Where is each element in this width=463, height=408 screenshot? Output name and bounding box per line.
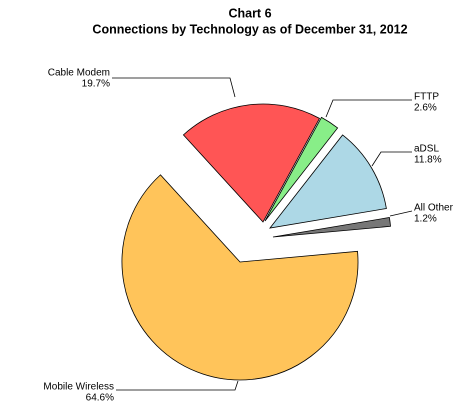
slice-label: FTTP [414,92,439,103]
slice-label: Cable Modem [48,68,110,79]
slice-value-label: 64.6% [86,393,114,404]
slice-value-label: 11.8% [414,155,442,166]
leader-line [112,77,236,98]
pie-slice [269,134,387,229]
leader-line [325,99,412,118]
slice-label: All Other [414,203,454,214]
slice-value-label: 2.6% [414,103,437,114]
leader-line [116,380,239,391]
pie-slice [121,174,359,381]
leader-line [389,210,413,217]
slice-label: Mobile Wireless [43,382,114,393]
slice-value-label: 1.2% [414,214,437,225]
slice-label: aDSL [414,144,439,155]
leader-line [371,151,412,167]
pie-slice [264,116,339,222]
slice-value-label: 19.7% [82,79,110,90]
pie-slice [182,103,321,223]
pie-slice [272,217,391,238]
chart-subtitle: Connections by Technology as of December… [92,22,407,36]
chart-title: Chart 6 [228,6,271,20]
